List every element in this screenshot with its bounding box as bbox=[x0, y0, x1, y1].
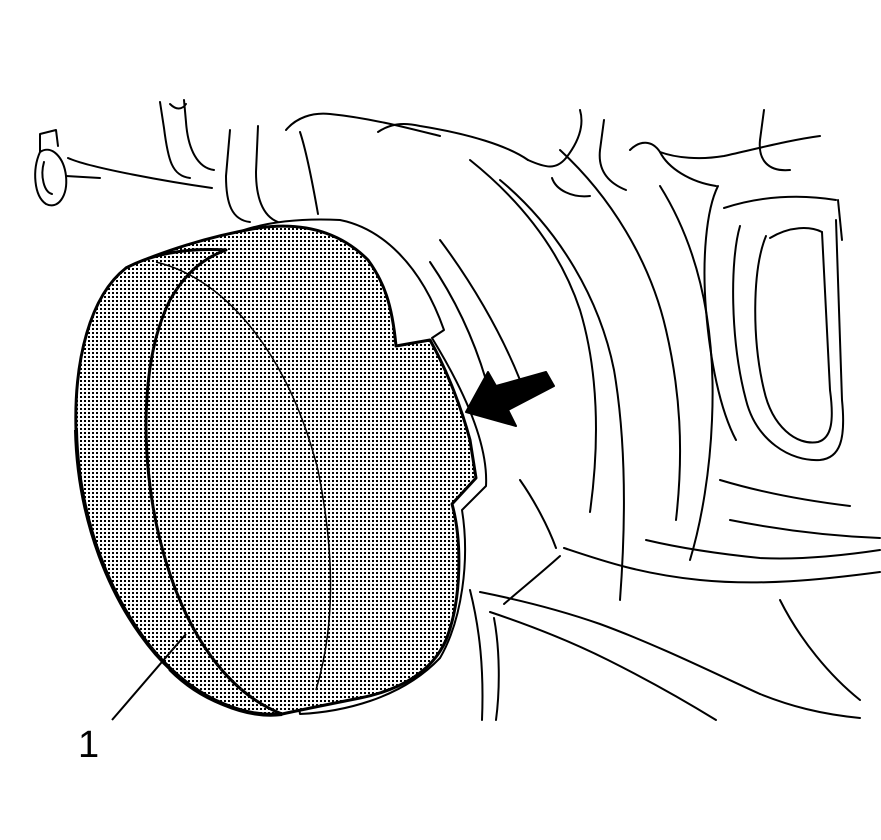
cap-body bbox=[124, 224, 478, 716]
indicator-arrow-icon bbox=[465, 371, 555, 427]
component-cap bbox=[74, 224, 478, 717]
housing-linework bbox=[34, 99, 881, 721]
callout-number: 1 bbox=[78, 724, 100, 766]
cap-edge-seam bbox=[155, 261, 332, 691]
callout-leader-line bbox=[111, 633, 187, 721]
